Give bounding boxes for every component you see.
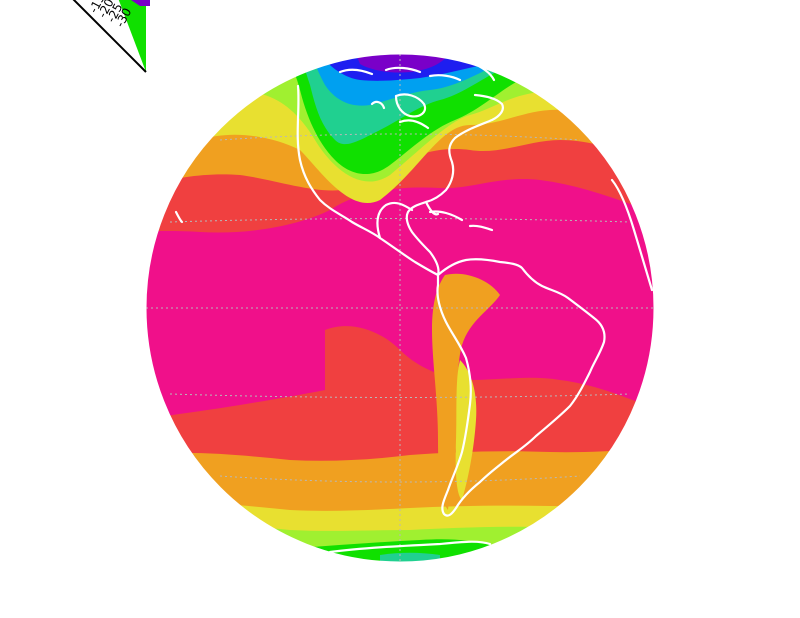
- graticule-parallel: [169, 218, 631, 223]
- graticule-parallel: [169, 393, 631, 398]
- coastline-south-america: [436, 258, 606, 517]
- colorbar-green-band: [118, 0, 146, 72]
- colorbar-purple-band: [131, 0, 150, 6]
- coastline-gulf: [376, 201, 414, 240]
- coastline-antarctica: [328, 540, 492, 554]
- coastline-africa-edge: [610, 178, 654, 292]
- graticule-parallel: [219, 475, 581, 483]
- globe: [146, 54, 654, 562]
- coastlines: [174, 60, 654, 554]
- globe-outline: [145, 53, 655, 563]
- graticule: [146, 54, 654, 562]
- field-band-n-purple: [355, 54, 450, 73]
- field-andes-orange: [432, 273, 500, 510]
- coastline-hawaii: [174, 210, 184, 224]
- coastline-north-america: [296, 84, 504, 277]
- colorbar: -15 -20 -25 -30: [72, 0, 150, 73]
- coastline-arctic-islands: [338, 66, 462, 130]
- coastline-hudson-bay: [394, 93, 427, 118]
- colorbar-edge: [72, 0, 147, 73]
- coastline-cuba: [428, 210, 464, 222]
- coastline-hispaniola: [468, 224, 494, 232]
- graticule-parallel: [219, 133, 581, 141]
